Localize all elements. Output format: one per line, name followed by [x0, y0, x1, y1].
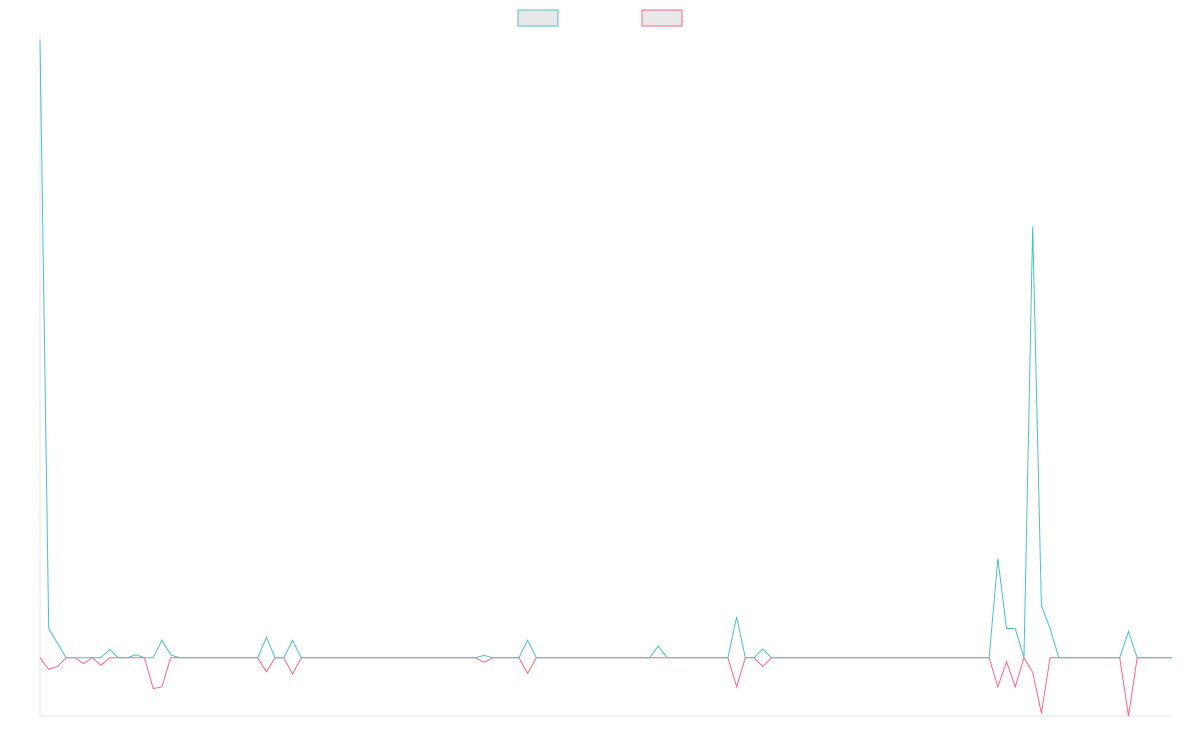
legend-swatch-1[interactable]: [517, 9, 559, 27]
legend-swatch-2[interactable]: [641, 9, 683, 27]
series-layer: [39, 39, 1172, 717]
legend[interactable]: [517, 9, 683, 27]
legend-item-2[interactable]: [641, 9, 683, 27]
series-line-2: [39, 656, 1172, 717]
series-line-1: [39, 39, 1172, 659]
legend-item-1[interactable]: [517, 9, 559, 27]
